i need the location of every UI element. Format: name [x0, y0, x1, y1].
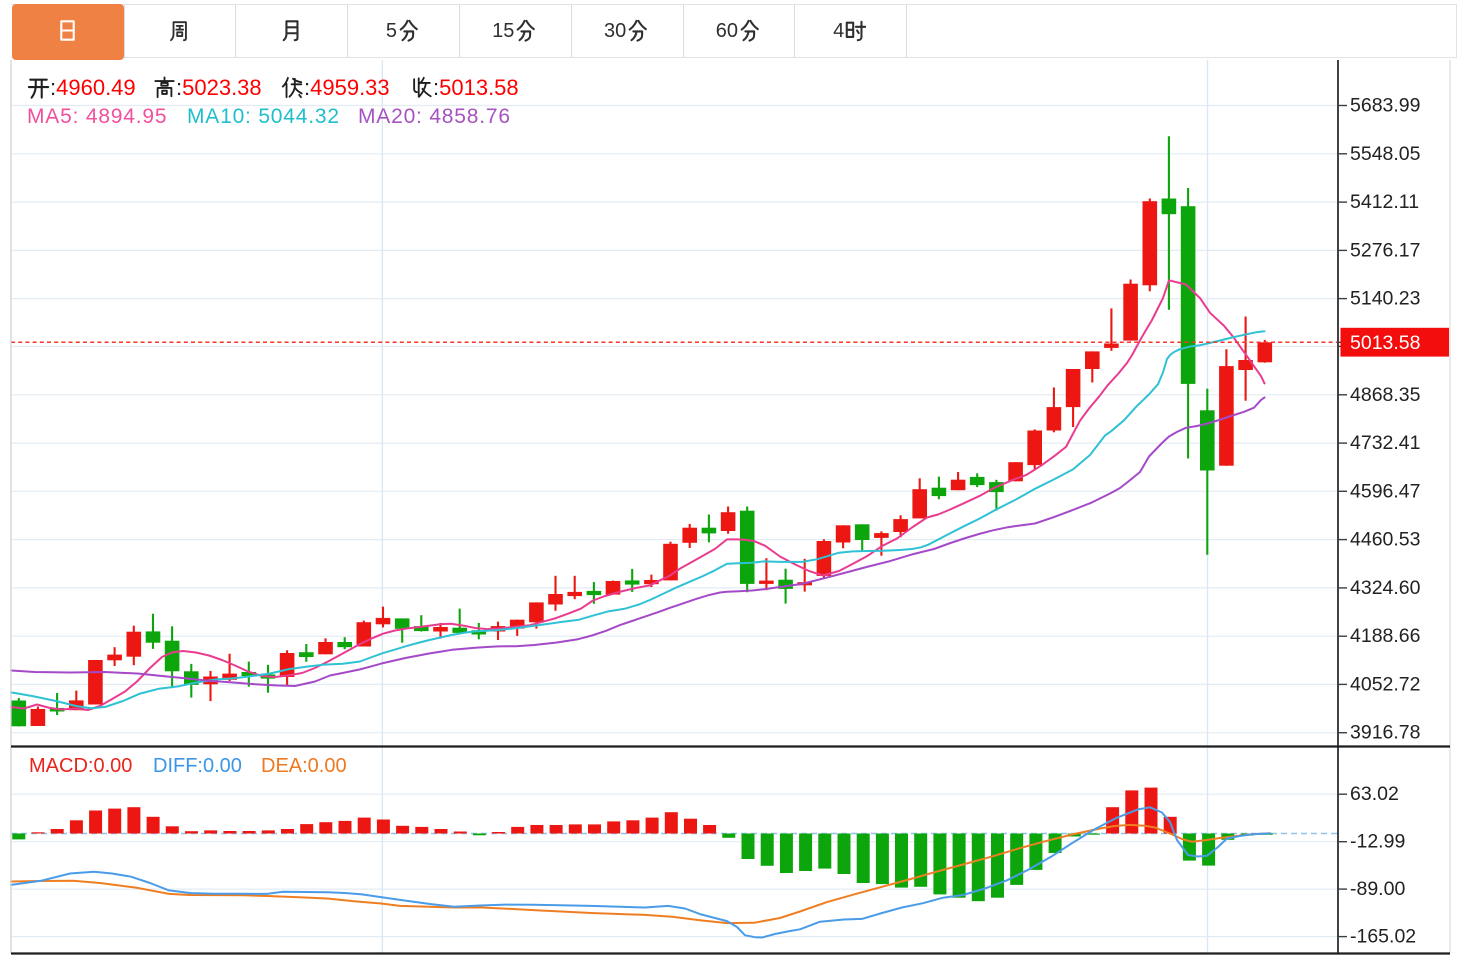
svg-text:-165.02: -165.02 [1350, 926, 1416, 948]
svg-text:4324.60: 4324.60 [1350, 577, 1421, 599]
svg-text:63.02: 63.02 [1350, 783, 1399, 805]
svg-text:5412.11: 5412.11 [1350, 191, 1419, 213]
svg-text:5013.58: 5013.58 [1350, 332, 1421, 354]
svg-text:5548.05: 5548.05 [1350, 143, 1421, 165]
svg-text:4460.53: 4460.53 [1350, 529, 1421, 551]
svg-text:4868.35: 4868.35 [1350, 384, 1421, 406]
svg-text:3916.78: 3916.78 [1350, 722, 1421, 744]
svg-text:-12.99: -12.99 [1350, 831, 1405, 853]
svg-text:5140.23: 5140.23 [1350, 288, 1421, 310]
svg-text:-89.00: -89.00 [1350, 878, 1405, 900]
svg-text:5683.99: 5683.99 [1350, 95, 1421, 117]
svg-text:4596.47: 4596.47 [1350, 480, 1421, 502]
svg-text:5276.17: 5276.17 [1350, 239, 1421, 261]
svg-text:4052.72: 4052.72 [1350, 673, 1421, 695]
svg-text:4188.66: 4188.66 [1350, 625, 1421, 647]
svg-text:4732.41: 4732.41 [1350, 432, 1421, 454]
